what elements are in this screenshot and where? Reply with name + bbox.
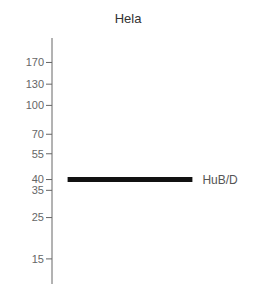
svg-text:100: 100 [26,99,44,111]
svg-text:55: 55 [32,148,44,160]
svg-text:130: 130 [26,78,44,90]
svg-text:35: 35 [32,184,44,196]
svg-text:40: 40 [31,173,44,186]
svg-text:170: 170 [26,56,44,68]
svg-text:15: 15 [32,253,44,265]
svg-text:25: 25 [32,211,44,223]
svg-text:HuB/D: HuB/D [202,173,238,187]
svg-text:70: 70 [32,128,44,140]
html-text:Hela: Hela [114,11,142,26]
